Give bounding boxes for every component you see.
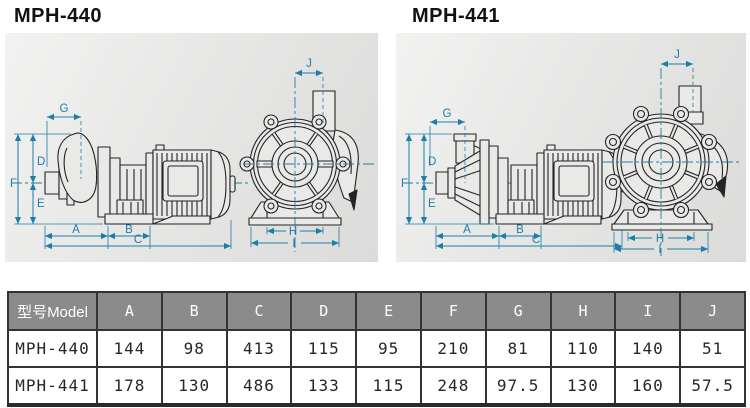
- technical-drawing-mph440: F D E G A B C: [10, 58, 375, 252]
- dim-label-j: J: [674, 49, 680, 61]
- table-header-model: 型号Model: [7, 291, 98, 331]
- dim-label-g: G: [60, 103, 69, 115]
- table-cell: 57.5: [679, 366, 746, 406]
- table-cell: 97.5: [484, 366, 552, 406]
- table-cell: 133: [290, 366, 358, 406]
- dim-label-e: E: [428, 198, 436, 210]
- table-cell: 98: [160, 329, 228, 368]
- table-header-row: 型号Model A B C D E F G H I J: [7, 291, 746, 331]
- table-header-c: C: [225, 291, 293, 331]
- diagram-panel-mph441: F D E G A B C: [396, 33, 746, 262]
- table-cell: 115: [355, 366, 422, 406]
- table-header-i: I: [614, 291, 682, 331]
- table-cell-model: MPH-440: [7, 329, 98, 368]
- table-header-h: H: [549, 291, 617, 331]
- dim-label-g: G: [443, 108, 452, 120]
- front-view-drawing: J H I: [602, 49, 742, 256]
- side-view-drawing: F D E G A B C: [10, 103, 249, 250]
- table-cell: 248: [419, 366, 487, 406]
- table-cell: 95: [355, 329, 422, 368]
- page-title-mph441: MPH-441: [412, 5, 500, 27]
- table-cell: 81: [484, 329, 552, 368]
- dim-label-i: I: [292, 238, 295, 250]
- table-header-e: E: [355, 291, 422, 331]
- diagram-panel-mph440: F D E G A B C: [5, 33, 378, 262]
- table-cell: 115: [290, 329, 358, 368]
- table-row-mph441: MPH-441 178 130 486 133 115 248 97.5 130…: [7, 366, 746, 406]
- table-cell: 178: [96, 366, 163, 406]
- table-cell: 51: [679, 329, 746, 368]
- dim-label-h: H: [289, 226, 297, 238]
- table-cell: 413: [225, 329, 293, 368]
- dim-label-c: C: [532, 234, 540, 246]
- dim-label-j: J: [306, 58, 312, 70]
- dim-label-d: D: [37, 156, 45, 168]
- table-header-b: B: [160, 291, 228, 331]
- front-view-drawing: J H I: [239, 58, 375, 252]
- table-header-f: F: [419, 291, 487, 331]
- technical-drawing-mph441: F D E G A B C: [401, 49, 742, 256]
- table-cell: 110: [549, 329, 617, 368]
- dim-label-a: A: [463, 224, 471, 236]
- dim-label-f: F: [10, 178, 17, 190]
- table-row-mph440: MPH-440 144 98 413 115 95 210 81 110 140…: [7, 329, 746, 368]
- dim-label-c: C: [134, 234, 142, 246]
- table-cell: 130: [549, 366, 617, 406]
- dim-label-a: A: [72, 224, 80, 236]
- table-cell: 130: [160, 366, 228, 406]
- table-header-d: D: [290, 291, 358, 331]
- page-title-mph440: MPH-440: [14, 5, 102, 27]
- table-cell: 140: [614, 329, 682, 368]
- table-cell-model: MPH-441: [7, 366, 98, 406]
- table-cell: 160: [614, 366, 682, 406]
- dim-label-f: F: [401, 178, 408, 190]
- table-cell: 486: [225, 366, 293, 406]
- dimensions-table: 型号Model A B C D E F G H I J MPH-440 144 …: [7, 291, 746, 407]
- dim-label-i: I: [658, 244, 661, 256]
- dim-label-d: D: [428, 156, 436, 168]
- table-header-a: A: [96, 291, 163, 331]
- table-header-j: J: [679, 291, 746, 331]
- table-header-g: G: [484, 291, 552, 331]
- side-view-drawing: F D E G A B C: [401, 108, 632, 250]
- dim-label-e: E: [37, 198, 45, 210]
- dim-label-h: H: [656, 233, 664, 245]
- table-cell: 144: [96, 329, 163, 368]
- table-cell: 210: [419, 329, 487, 368]
- dim-label-b: B: [125, 224, 133, 236]
- dim-label-b: B: [516, 224, 524, 236]
